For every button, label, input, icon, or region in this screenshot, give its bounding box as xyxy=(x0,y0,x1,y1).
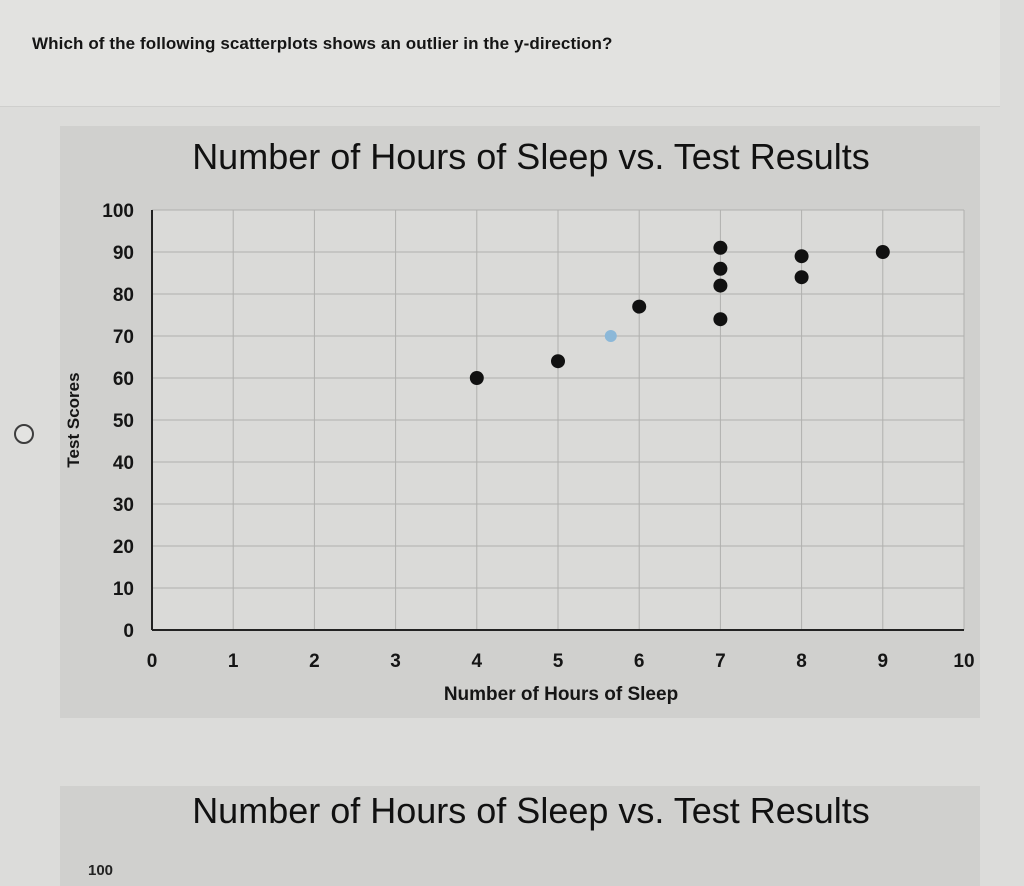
question-text: Which of the following scatterplots show… xyxy=(32,34,613,53)
data-points xyxy=(469,240,890,385)
y-tick-label-60: 60 xyxy=(113,369,134,390)
x-tick-label-3: 3 xyxy=(390,651,401,672)
question-header: Which of the following scatterplots show… xyxy=(0,0,1000,107)
x-tick-label-10: 10 xyxy=(953,651,974,672)
y-tick-label-100: 100 xyxy=(102,201,134,222)
x-tick-label-4: 4 xyxy=(472,651,483,672)
x-tick-label-6: 6 xyxy=(634,651,645,672)
x-tick-label-9: 9 xyxy=(878,651,889,672)
x-tick-label-7: 7 xyxy=(715,651,726,672)
data-point-2 xyxy=(551,354,565,369)
option-2-y-tick-label: 100 xyxy=(88,862,114,879)
chart-title-option-2: Number of Hours of Sleep vs. Test Result… xyxy=(192,790,870,831)
data-point-8 xyxy=(713,240,728,255)
y-tick-label-30: 30 xyxy=(113,495,134,516)
x-tick-label-5: 5 xyxy=(553,651,564,672)
data-point-4 xyxy=(632,299,647,314)
x-tick-label-2: 2 xyxy=(309,651,320,672)
option-2-chart-card[interactable]: Number of Hours of Sleep vs. Test Result… xyxy=(60,786,980,886)
y-tick-label-80: 80 xyxy=(113,285,134,306)
data-point-1 xyxy=(469,371,484,385)
data-point-10 xyxy=(794,249,809,264)
y-tick-label-20: 20 xyxy=(113,537,134,558)
data-point-7 xyxy=(713,261,728,276)
y-tick-label-90: 90 xyxy=(113,243,134,264)
y-tick-label-50: 50 xyxy=(113,411,134,432)
y-tick-label-40: 40 xyxy=(113,453,134,474)
x-tick-labels: 0 1 2 3 4 5 6 7 8 9 10 xyxy=(147,651,975,672)
y-tick-labels: 0 10 20 30 40 50 60 70 80 90 100 xyxy=(102,201,134,642)
data-point-3 xyxy=(604,330,617,342)
y-tick-label-70: 70 xyxy=(113,327,134,348)
chart-title: Number of Hours of Sleep vs. Test Result… xyxy=(192,136,870,177)
axes xyxy=(151,210,964,631)
x-tick-label-8: 8 xyxy=(796,651,807,672)
x-tick-label-0: 0 xyxy=(147,651,158,672)
y-tick-label-0: 0 xyxy=(123,621,134,642)
x-axis-label: Number of Hours of Sleep xyxy=(443,684,679,705)
data-point-6 xyxy=(713,278,728,293)
data-point-11 xyxy=(875,245,890,259)
data-point-9 xyxy=(794,270,809,285)
option-1-radio-button[interactable] xyxy=(14,424,34,444)
data-point-5 xyxy=(713,312,728,327)
x-tick-label-1: 1 xyxy=(228,651,239,672)
y-tick-label-10: 10 xyxy=(113,579,134,600)
